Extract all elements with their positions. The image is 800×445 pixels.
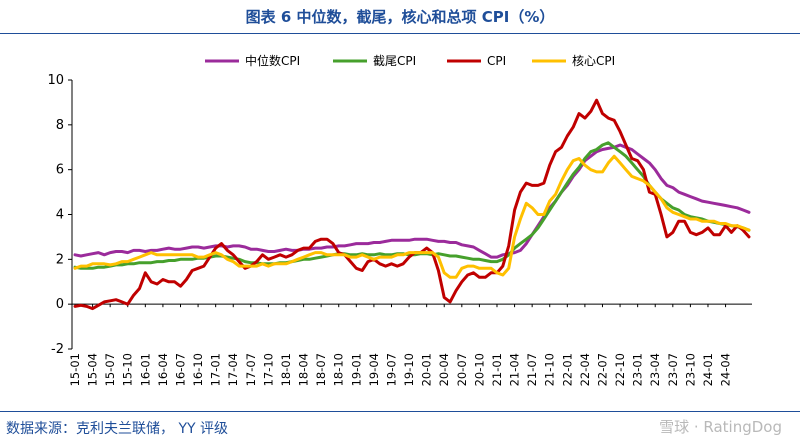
x-tick-label: 20-04 [437,353,451,386]
x-tick-label: 15-07 [103,353,117,386]
x-tick-label: 20-07 [455,353,469,386]
x-tick-label: 16-07 [173,353,187,386]
x-tick-label: 21-04 [508,353,522,386]
watermark: 雪球 · RatingDog [659,418,782,436]
x-tick-label: 20-10 [472,353,486,386]
x-tick-label: 23-07 [666,353,680,386]
x-tick-label: 18-10 [332,353,346,386]
x-tick-label: 17-10 [261,353,275,386]
y-tick-label: 4 [56,208,64,223]
x-tick-label: 16-01 [138,353,152,386]
legend-label: 中位数CPI [245,53,300,68]
x-tick-label: 20-01 [420,353,434,386]
x-tick-label: 17-07 [244,353,258,386]
x-tick-label: 21-10 [543,353,557,386]
x-tick-label: 22-10 [613,353,627,386]
x-axis-ticks: 15-01 15-04 15-07 15-10 16-01 16-04 16-07 16-10… [68,304,733,386]
x-tick-label: 15-04 [86,353,100,386]
x-tick-label: 24-04 [719,353,733,386]
x-tick-label: 15-01 [68,353,82,386]
legend-label: 核心CPI [572,54,615,68]
x-tick-label: 22-01 [560,353,574,386]
y-tick-label: 2 [56,252,64,267]
footer-divider [0,411,800,412]
x-tick-label: 15-10 [121,353,135,386]
x-tick-label: 18-07 [314,353,328,386]
source-note: 数据来源：克利夫兰联储， YY 评级 [6,421,229,437]
x-tick-label: 17-01 [209,353,223,386]
x-tick-label: 16-04 [156,353,170,386]
series-lines [73,98,751,311]
series-line-0 [73,143,751,259]
legend-label: CPI [487,54,506,68]
y-tick-label: 10 [47,73,64,88]
x-tick-label: 23-04 [648,353,662,386]
x-tick-label: 19-07 [384,353,398,386]
x-tick-label: 21-07 [525,353,539,386]
x-tick-label: 19-10 [402,353,416,386]
x-tick-label: 19-04 [367,353,381,386]
x-tick-label: 21-01 [490,353,504,386]
y-tick-label: 6 [56,163,64,178]
x-tick-label: 16-10 [191,353,205,386]
x-tick-label: 24-01 [701,353,715,386]
x-tick-label: 17-04 [226,353,240,386]
x-tick-label: 22-07 [595,353,609,386]
x-tick-label: 18-04 [297,353,311,386]
chart-title: 图表 6 中位数，截尾，核心和总项 CPI（%） [245,8,555,26]
series-line-3 [73,154,751,279]
x-tick-label: 19-01 [349,353,363,386]
x-tick-label: 23-01 [631,353,645,386]
y-tick-label: 0 [56,297,64,312]
y-axis-ticks: -2 0 2 4 6 8 10 [47,73,72,357]
x-tick-label: 23-10 [683,353,697,386]
legend-label: 截尾CPI [373,54,416,68]
x-tick-label: 18-01 [279,353,293,386]
x-tick-label: 22-04 [578,353,592,386]
legend: 中位数CPI 截尾CPI CPI 核心CPI [205,53,615,68]
y-tick-label: -2 [51,342,64,357]
series-line-2 [73,98,751,311]
chart-axes [71,80,752,349]
title-divider [0,33,800,34]
y-tick-label: 8 [56,118,64,133]
